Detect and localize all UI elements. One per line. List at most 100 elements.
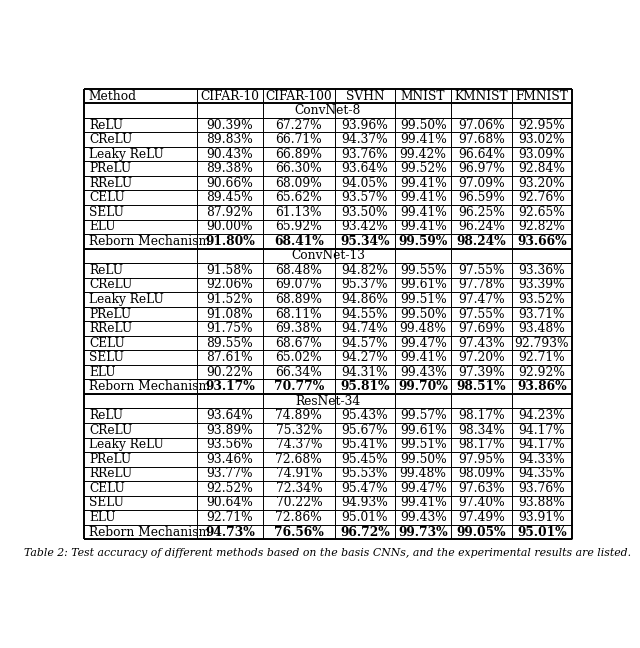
Text: 96.25%: 96.25% [458, 206, 505, 219]
Text: 91.08%: 91.08% [207, 308, 253, 321]
Text: MNIST: MNIST [401, 89, 445, 102]
Text: 93.66%: 93.66% [517, 235, 566, 248]
Text: 92.71%: 92.71% [518, 351, 565, 364]
Text: 93.17%: 93.17% [205, 380, 255, 393]
Text: 90.00%: 90.00% [207, 220, 253, 233]
Text: 67.27%: 67.27% [276, 119, 322, 132]
Text: 93.64%: 93.64% [206, 410, 253, 422]
Text: 68.41%: 68.41% [274, 235, 324, 248]
Text: 99.57%: 99.57% [400, 410, 447, 422]
Text: 72.86%: 72.86% [275, 511, 322, 524]
Text: 68.09%: 68.09% [275, 177, 322, 190]
Text: 93.46%: 93.46% [206, 453, 253, 466]
Text: 97.55%: 97.55% [458, 264, 505, 277]
Text: CReLU: CReLU [89, 133, 132, 146]
Text: 93.77%: 93.77% [207, 467, 253, 480]
Text: 94.05%: 94.05% [342, 177, 388, 190]
Text: 99.61%: 99.61% [400, 424, 447, 437]
Text: 97.68%: 97.68% [458, 133, 505, 146]
Text: 93.71%: 93.71% [518, 308, 565, 321]
Text: 99.61%: 99.61% [400, 279, 447, 292]
Text: 99.50%: 99.50% [400, 119, 447, 132]
Text: 68.11%: 68.11% [276, 308, 322, 321]
Text: 65.02%: 65.02% [276, 351, 322, 364]
Text: RReLU: RReLU [89, 322, 132, 335]
Text: 92.95%: 92.95% [518, 119, 565, 132]
Text: 97.06%: 97.06% [458, 119, 505, 132]
Text: 69.07%: 69.07% [276, 279, 322, 292]
Text: 76.56%: 76.56% [274, 526, 324, 538]
Text: Leaky ReLU: Leaky ReLU [89, 438, 164, 451]
Text: PReLU: PReLU [89, 453, 131, 466]
Text: 99.41%: 99.41% [400, 177, 447, 190]
Text: 66.89%: 66.89% [275, 148, 323, 161]
Text: 68.48%: 68.48% [275, 264, 323, 277]
Text: 96.64%: 96.64% [458, 148, 505, 161]
Text: 93.39%: 93.39% [518, 279, 565, 292]
Text: 93.48%: 93.48% [518, 322, 565, 335]
Text: 97.95%: 97.95% [458, 453, 505, 466]
Text: 74.37%: 74.37% [276, 438, 322, 451]
Text: 99.47%: 99.47% [400, 482, 447, 495]
Text: 94.35%: 94.35% [518, 467, 565, 480]
Text: 99.55%: 99.55% [400, 264, 447, 277]
Text: 93.36%: 93.36% [518, 264, 565, 277]
Text: ConvNet-8: ConvNet-8 [295, 104, 361, 117]
Text: 99.70%: 99.70% [398, 380, 448, 393]
Text: 96.59%: 96.59% [458, 191, 505, 204]
Text: 91.52%: 91.52% [207, 293, 253, 306]
Text: ELU: ELU [89, 220, 116, 233]
Text: 96.72%: 96.72% [340, 526, 390, 538]
Text: Reborn Mechanism: Reborn Mechanism [89, 380, 210, 393]
Text: 95.67%: 95.67% [342, 424, 388, 437]
Text: 99.41%: 99.41% [400, 206, 447, 219]
Text: Leaky ReLU: Leaky ReLU [89, 148, 164, 161]
Text: KMNIST: KMNIST [454, 89, 508, 102]
Text: 97.43%: 97.43% [458, 336, 505, 349]
Text: 95.53%: 95.53% [342, 467, 388, 480]
Text: 98.34%: 98.34% [458, 424, 505, 437]
Text: CELU: CELU [89, 336, 125, 349]
Text: 99.41%: 99.41% [400, 133, 447, 146]
Text: Table 2: Test accuracy of different methods based on the basis CNNs, and the exp: Table 2: Test accuracy of different meth… [24, 548, 632, 559]
Text: 93.88%: 93.88% [518, 496, 565, 509]
Text: 69.38%: 69.38% [275, 322, 322, 335]
Text: 98.17%: 98.17% [458, 438, 505, 451]
Text: 87.61%: 87.61% [207, 351, 253, 364]
Text: PReLU: PReLU [89, 162, 131, 175]
Text: 94.82%: 94.82% [341, 264, 388, 277]
Text: 72.68%: 72.68% [275, 453, 322, 466]
Text: 94.31%: 94.31% [342, 365, 388, 378]
Text: 98.09%: 98.09% [458, 467, 505, 480]
Text: 92.52%: 92.52% [206, 482, 253, 495]
Text: 97.40%: 97.40% [458, 496, 505, 509]
Text: 98.24%: 98.24% [457, 235, 506, 248]
Text: 94.57%: 94.57% [342, 336, 388, 349]
Text: PReLU: PReLU [89, 308, 131, 321]
Text: 92.71%: 92.71% [207, 511, 253, 524]
Text: 93.42%: 93.42% [342, 220, 388, 233]
Text: ReLU: ReLU [89, 119, 123, 132]
Text: 99.42%: 99.42% [400, 148, 447, 161]
Text: SELU: SELU [89, 496, 124, 509]
Text: 94.74%: 94.74% [342, 322, 388, 335]
Text: FMNIST: FMNIST [515, 89, 568, 102]
Text: 95.01%: 95.01% [342, 511, 388, 524]
Text: 97.09%: 97.09% [458, 177, 505, 190]
Text: 93.57%: 93.57% [342, 191, 388, 204]
Text: 66.71%: 66.71% [276, 133, 322, 146]
Text: 89.83%: 89.83% [206, 133, 253, 146]
Text: 99.50%: 99.50% [400, 308, 447, 321]
Text: 74.89%: 74.89% [275, 410, 322, 422]
Text: 68.89%: 68.89% [275, 293, 323, 306]
Text: 93.50%: 93.50% [342, 206, 388, 219]
Text: 95.37%: 95.37% [342, 279, 388, 292]
Text: 92.06%: 92.06% [206, 279, 253, 292]
Text: 90.66%: 90.66% [206, 177, 253, 190]
Text: 89.38%: 89.38% [206, 162, 253, 175]
Text: 91.80%: 91.80% [205, 235, 255, 248]
Text: 94.93%: 94.93% [342, 496, 388, 509]
Text: ReLU: ReLU [89, 264, 123, 277]
Text: SELU: SELU [89, 206, 124, 219]
Text: ResNet-34: ResNet-34 [296, 395, 360, 408]
